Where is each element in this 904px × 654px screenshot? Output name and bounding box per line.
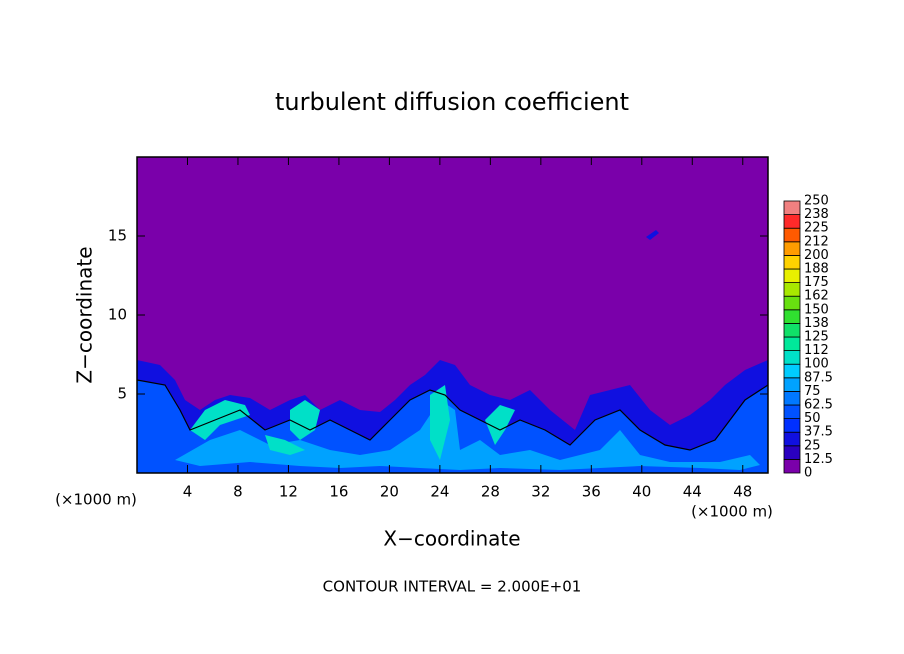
x-tick-label: 16 [329,483,348,501]
colorbar-label: 200 [804,248,829,263]
colorbar-box [783,363,801,379]
annotation: CONTOUR INTERVAL = 2.000E+01 [323,578,582,596]
colorbar-box [783,254,801,270]
colorbar-box [783,404,801,420]
colorbar-box [783,268,801,284]
field-region [646,230,659,240]
x-tick-label: 24 [430,483,449,501]
x-axis-label: X−coordinate [383,527,520,551]
y-tick-label: 15 [108,227,127,245]
colorbar-box [783,227,801,243]
x-tick-label: 20 [380,483,399,501]
colorbar-box [783,431,801,447]
colorbar-label: 50 [804,411,821,426]
colorbar-label: 138 [804,316,829,331]
colorbar-label: 12.5 [804,452,833,467]
colorbar-label: 100 [804,357,829,372]
y-tick-label: 10 [108,306,127,324]
colorbar-box [783,350,801,365]
x-tick-label: 28 [481,483,500,501]
x-tick-label: 48 [733,483,752,501]
x-tick-label: 40 [632,483,651,501]
colorbar-box [783,445,801,460]
colorbar-label: 125 [804,330,829,345]
colorbar-box [783,214,801,229]
colorbar-label: 112 [804,343,829,358]
x-unit-label: (×1000 m) [691,503,773,521]
y-tick-label: 5 [117,385,127,403]
colorbar-label: 87.5 [804,370,833,385]
colorbar-label: 175 [804,275,829,290]
colorbar-box [783,418,801,433]
colorbar-box [783,458,801,474]
x-tick-label: 4 [183,483,193,501]
colorbar-box [783,309,801,324]
colorbar-box [783,282,801,297]
contour-line [136,379,769,451]
colorbar-label: 212 [804,234,829,249]
field-region [175,400,760,470]
colorbar-label: 225 [804,221,829,236]
x-tick-label: 44 [683,483,702,501]
colorbar-label: 150 [804,302,829,317]
colorbar-label: 250 [804,194,829,209]
field-region [190,385,515,460]
colorbar-label: 25 [804,438,821,453]
colorbar-label: 62.5 [804,398,833,413]
colorbar-label: 75 [804,384,821,399]
colorbar-box [783,295,801,311]
colorbar-label: 37.5 [804,425,833,440]
x-tick-label: 36 [582,483,601,501]
colorbar-box [783,390,801,406]
colorbar-box [783,200,801,216]
x-unit-label: (×1000 m) [55,491,137,509]
contour-field [136,157,769,473]
colorbar-box [783,241,801,256]
x-tick-label: 32 [531,483,550,501]
x-tick-label: 12 [279,483,298,501]
x-tick-label: 8 [233,483,243,501]
colorbar-box [783,336,801,352]
colorbar-box [783,377,801,392]
colorbar-label: 188 [804,262,829,277]
colorbar-label: 162 [804,289,829,304]
colorbar-box [783,322,801,338]
chart-title: turbulent diffusion coefficient [275,88,629,116]
colorbar-label: 0 [804,466,812,481]
y-axis-label: Z−coordinate [73,246,97,383]
colorbar-label: 238 [804,207,829,222]
